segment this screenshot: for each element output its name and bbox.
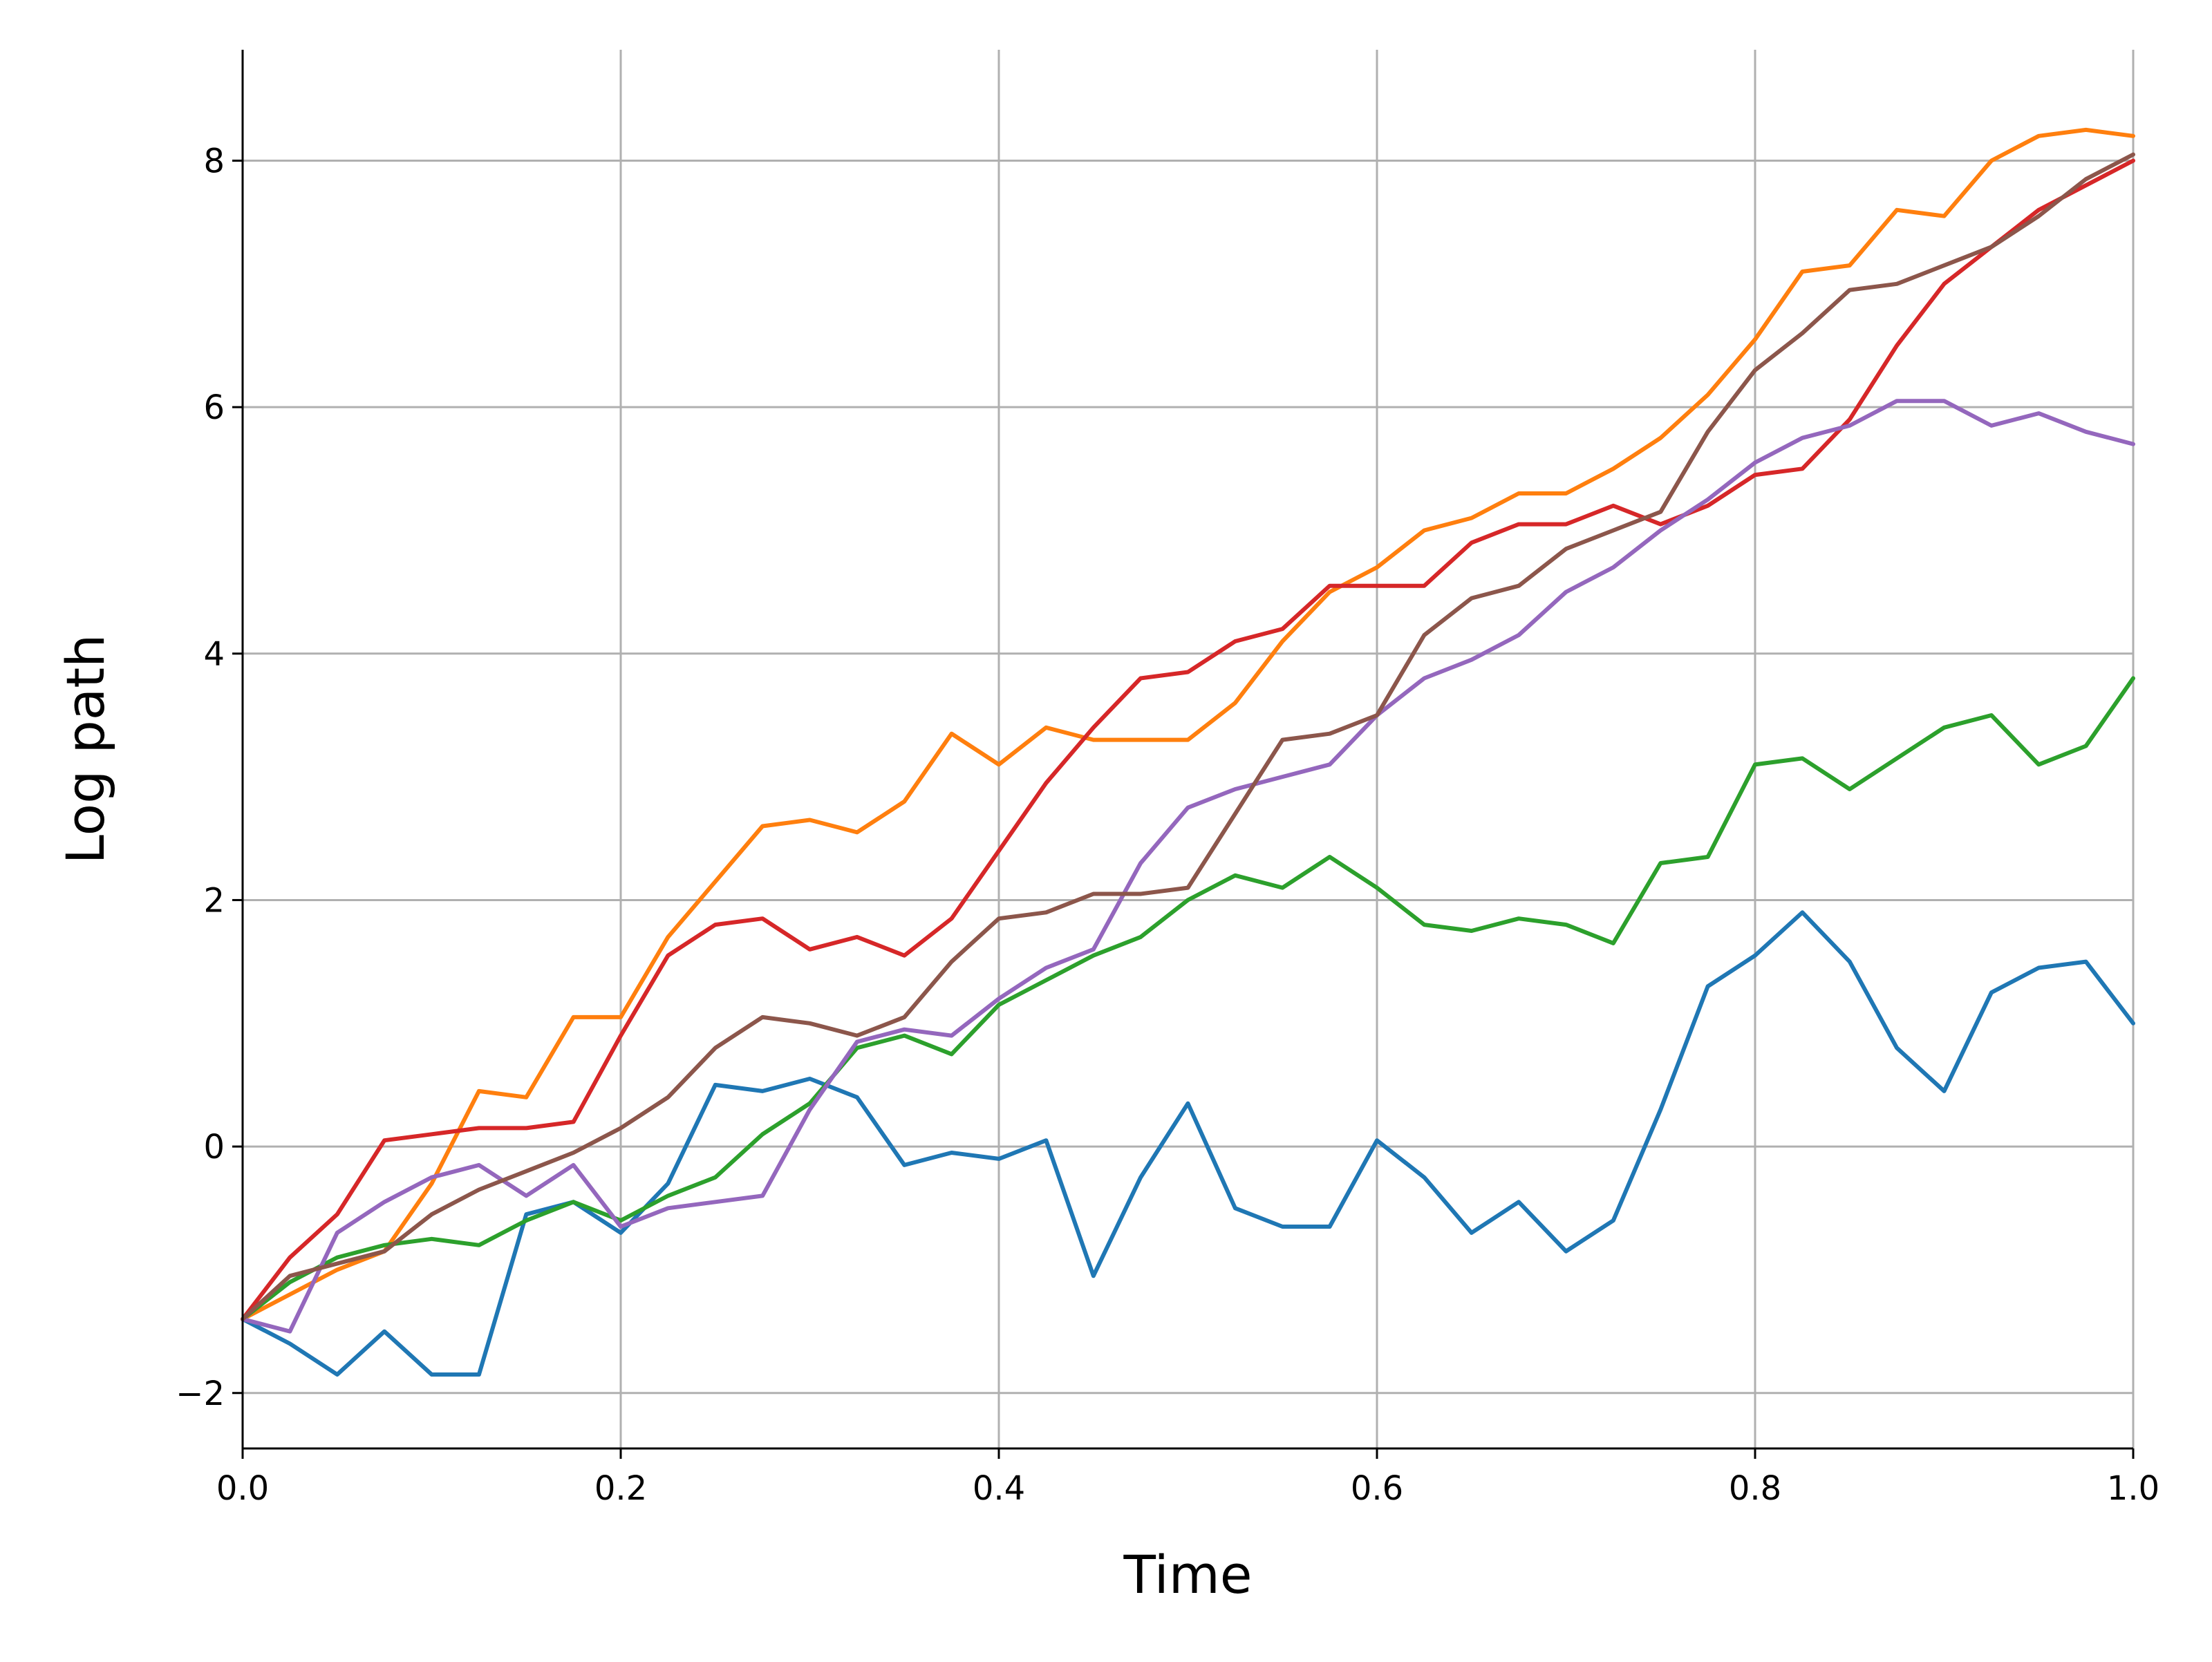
x-tick-label: 0.8 [1729, 1469, 1781, 1508]
x-tick-label: 0.4 [973, 1469, 1025, 1508]
ticks: 0.0 0.2 0.4 0.6 0.8 1.0 −2 0 2 4 6 8 [176, 142, 2159, 1508]
y-tick-label: 0 [203, 1128, 225, 1167]
x-tick-label: 0.2 [594, 1469, 647, 1508]
series-line-1 [241, 910, 2135, 1377]
y-tick-label: −2 [176, 1375, 225, 1413]
x-tick-label: 1.0 [2107, 1469, 2159, 1508]
x-axis-title: Time [1123, 1544, 1253, 1605]
series-line-4 [241, 158, 2135, 1321]
series-lines [241, 127, 2135, 1377]
x-tick-label: 0.6 [1351, 1469, 1403, 1508]
grid [241, 50, 2135, 1448]
y-tick-label: 8 [203, 142, 225, 180]
series-line-3 [241, 676, 2135, 1321]
y-tick-label: 4 [203, 635, 225, 674]
y-tick-label: 2 [203, 881, 225, 920]
series-line-2 [241, 127, 2135, 1321]
axes [241, 50, 2133, 1450]
x-tick-label: 0.0 [216, 1469, 269, 1508]
y-tick-label: 6 [203, 388, 225, 427]
series-line-6 [241, 152, 2135, 1321]
y-axis-title: Log path [55, 634, 116, 865]
series-line-5 [241, 399, 2135, 1334]
